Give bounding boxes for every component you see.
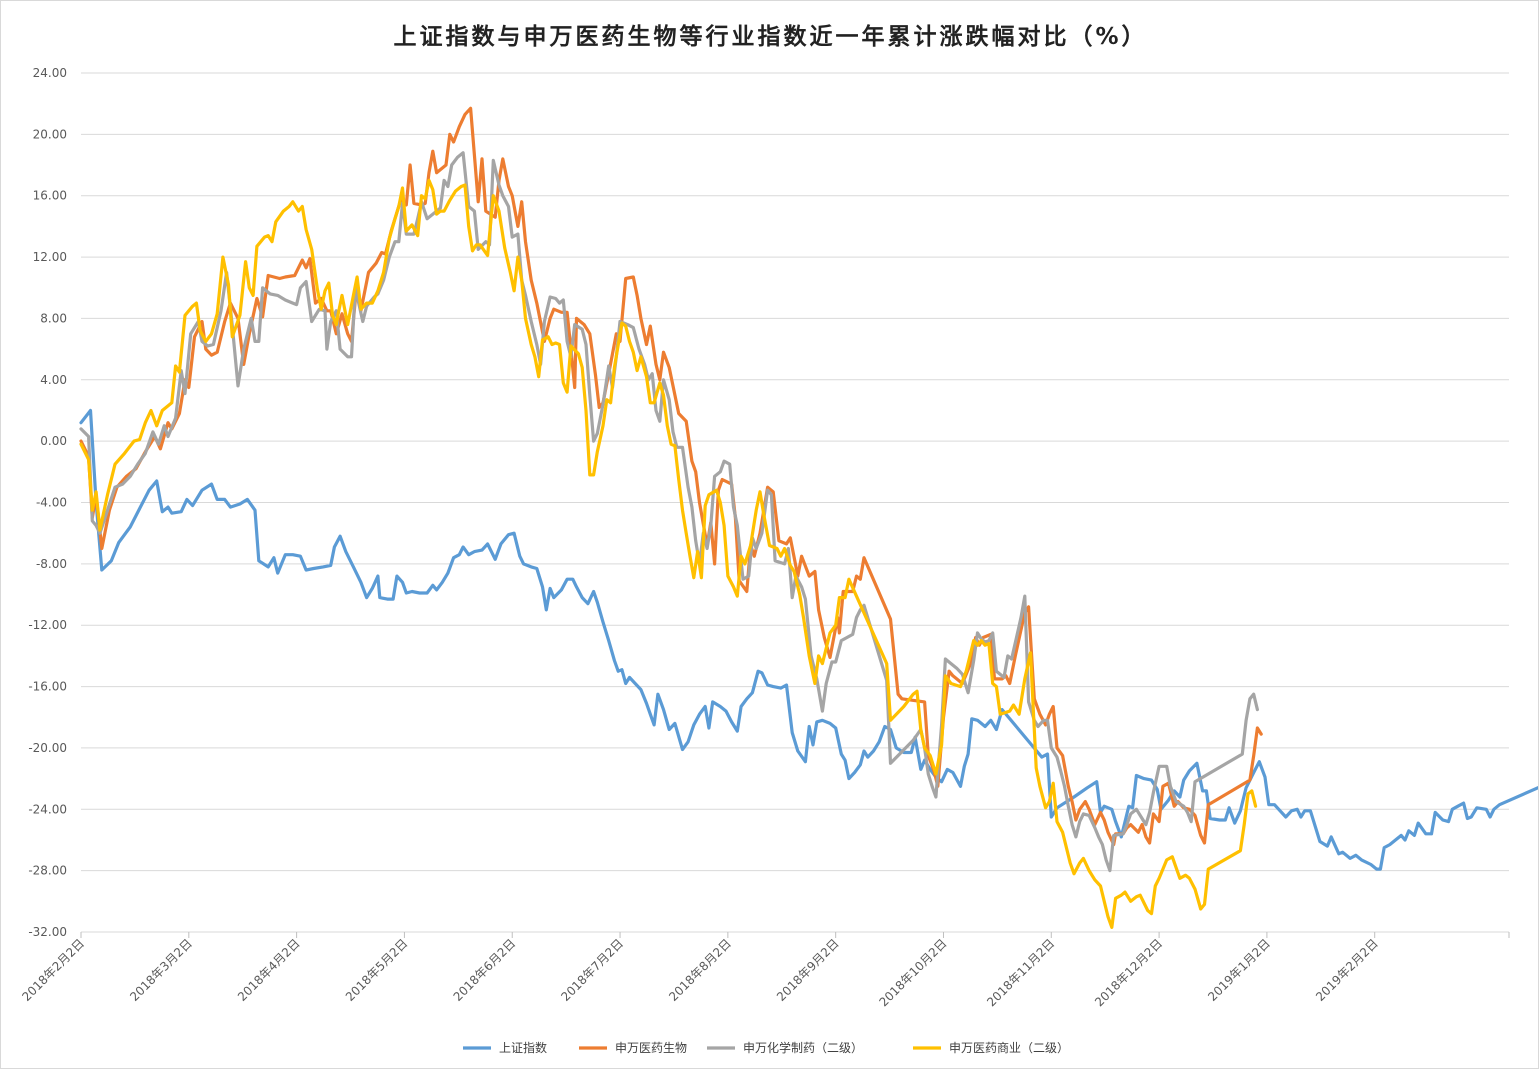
y-tick-label: 24.00 xyxy=(33,66,67,80)
series-line-1 xyxy=(79,408,1538,871)
y-tick-label: 20.00 xyxy=(33,127,67,141)
y-tick-label: -12.00 xyxy=(28,618,67,632)
x-tick-label: 2018年12月2日 xyxy=(1092,936,1165,1009)
y-tick-label: -4.00 xyxy=(36,496,67,510)
x-tick-label: 2018年2月2日 xyxy=(19,936,87,1004)
x-tick-label: 2018年3月2日 xyxy=(127,936,195,1004)
chart-title: 上证指数与申万医药生物等行业指数近一年累计涨跌幅对比（%） xyxy=(393,24,1148,50)
x-tick-label: 2019年1月2日 xyxy=(1205,936,1273,1004)
y-tick-label: -32.00 xyxy=(28,925,67,939)
x-tick-label: 2018年9月2日 xyxy=(774,936,842,1004)
series-line-3 xyxy=(79,151,1259,873)
legend-label: 申万医药生物 xyxy=(615,1041,687,1055)
series-line-4 xyxy=(79,178,1258,929)
y-tick-label: -28.00 xyxy=(28,864,67,878)
x-tick-label: 2019年2月2日 xyxy=(1313,936,1381,1004)
legend-label: 申万医药商业（二级） xyxy=(949,1040,1069,1055)
legend-label: 上证指数 xyxy=(499,1040,547,1055)
y-tick-label: 0.00 xyxy=(40,434,67,448)
x-tick-label: 2018年4月2日 xyxy=(235,936,303,1004)
y-tick-label: -20.00 xyxy=(28,741,67,755)
x-tick-label: 2018年10月2日 xyxy=(876,936,949,1009)
series-line-2 xyxy=(79,106,1263,847)
y-tick-label: 16.00 xyxy=(33,189,67,203)
x-tick-label: 2018年11月2日 xyxy=(984,936,1057,1009)
y-tick-label: 12.00 xyxy=(33,250,67,264)
y-tick-label: 4.00 xyxy=(40,373,67,387)
x-tick-label: 2018年5月2日 xyxy=(343,936,411,1004)
y-tick-label: -16.00 xyxy=(28,680,67,694)
x-tick-label: 2018年8月2日 xyxy=(666,936,734,1004)
legend-label: 申万化学制药（二级） xyxy=(743,1040,863,1055)
x-tick-label: 2018年7月2日 xyxy=(558,936,626,1004)
y-tick-label: -8.00 xyxy=(36,557,67,571)
y-tick-label: 8.00 xyxy=(40,311,67,325)
x-tick-label: 2018年6月2日 xyxy=(451,936,519,1004)
y-tick-label: -24.00 xyxy=(28,802,67,816)
